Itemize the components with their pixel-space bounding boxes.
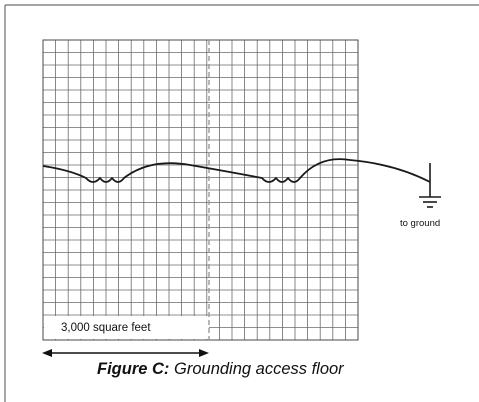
ground-label: to ground [400,218,440,229]
figure-label: Figure C: [97,360,169,378]
area-label-box [44,316,209,339]
ground-icon [419,163,441,208]
access-floor-grid [42,39,359,341]
figure-title: Grounding access floor [169,360,345,378]
grounding-conductor [42,158,431,183]
area-label: 3,000 square feet [61,322,151,334]
grid-outline [42,39,359,341]
grid-horizontal-lines [43,52,358,328]
figure-caption: Figure C: Grounding access floor [97,360,345,378]
area-dimension-arrow [42,349,209,357]
